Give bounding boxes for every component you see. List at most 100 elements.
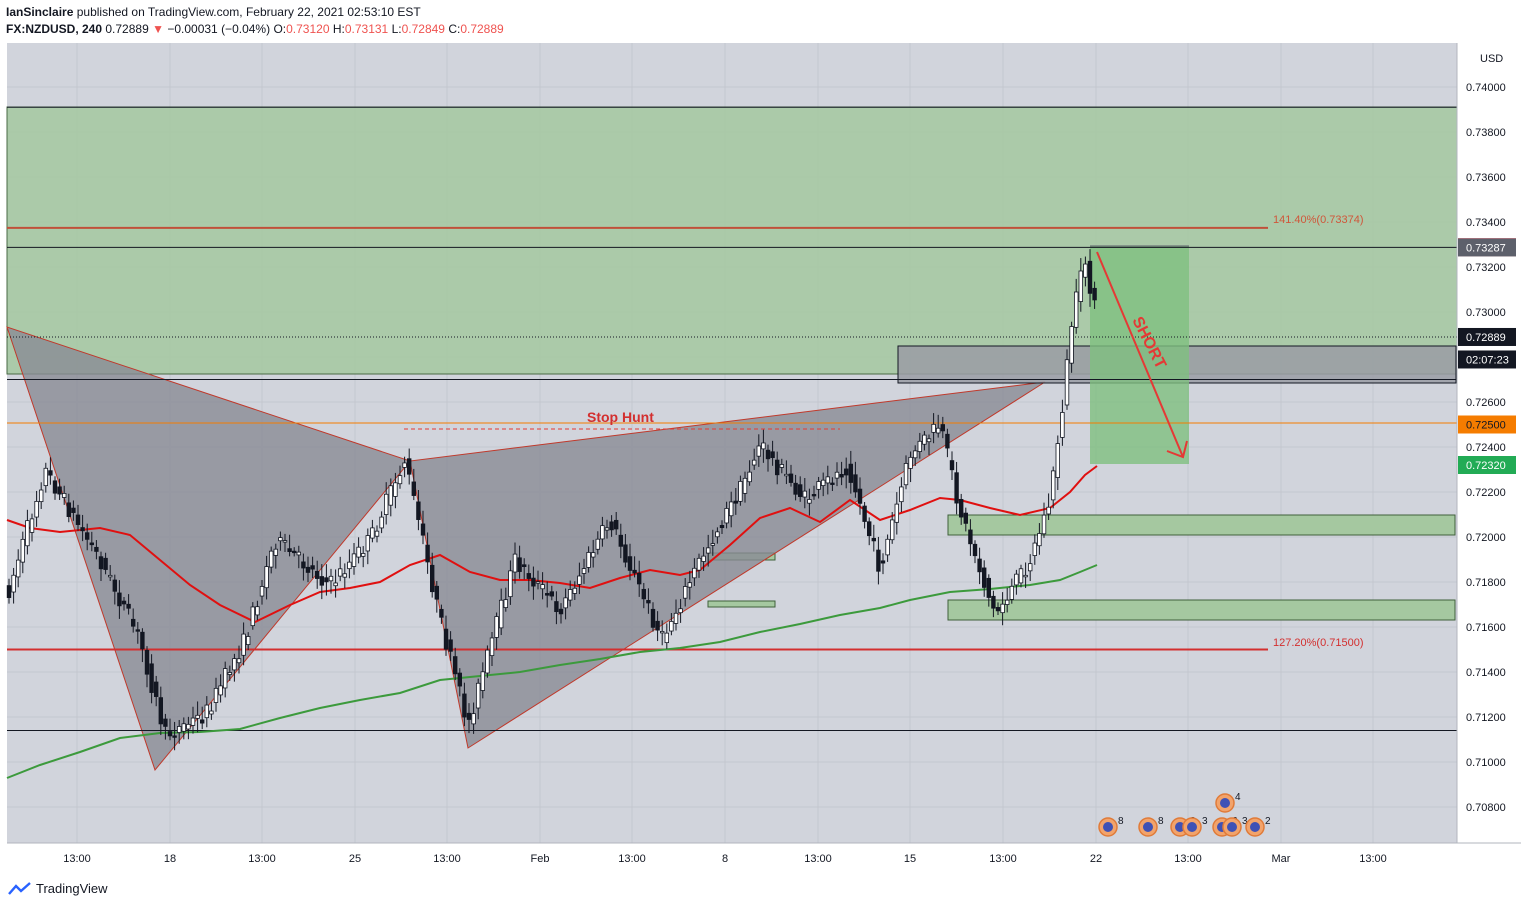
candles[interactable]: [6, 249, 1097, 751]
candle-body: [172, 735, 177, 738]
candle-body: [425, 544, 430, 563]
price-axis[interactable]: [1457, 43, 1521, 843]
author-name[interactable]: IanSinclaire: [6, 5, 74, 19]
candle-body: [402, 462, 407, 468]
candle-body: [181, 723, 186, 732]
tradingview-brand[interactable]: TradingView: [8, 881, 108, 896]
candle-body: [830, 482, 835, 485]
candle-body: [1092, 287, 1097, 301]
candle-body: [301, 561, 306, 569]
candle-body: [747, 471, 752, 483]
candle-body: [1087, 260, 1093, 294]
candle-body: [623, 544, 628, 563]
price-tick-label: 0.72200: [1466, 487, 1506, 499]
candle-body: [1069, 326, 1074, 364]
candle-body: [158, 697, 163, 725]
candle-body: [926, 438, 932, 443]
candle-body: [899, 486, 904, 503]
candle-body: [370, 527, 375, 539]
price-tick-label: 0.72400: [1466, 442, 1506, 454]
time-tick-label: 13:00: [248, 853, 276, 865]
tradingview-logo-icon: [8, 881, 31, 895]
demand-zone-lower[interactable]: [947, 599, 1456, 621]
candle-body: [1046, 506, 1051, 515]
candle-body: [89, 542, 94, 546]
candle-body: [922, 434, 927, 445]
pattern-triangle-left[interactable]: [6, 326, 411, 772]
economic-events[interactable]: 88236324: [1098, 792, 1271, 837]
candle-body: [268, 550, 274, 568]
candle-body: [6, 585, 12, 598]
low-value: 0.72849: [401, 22, 445, 36]
event-count: 3: [1202, 816, 1208, 827]
candle-body: [540, 584, 545, 590]
close-label: C:: [448, 22, 461, 36]
candle-body: [273, 548, 278, 556]
candle-body: [719, 524, 725, 529]
candle-body: [825, 476, 830, 484]
candle-body: [374, 530, 380, 537]
candle-body: [117, 592, 122, 607]
currency-label: USD: [1480, 53, 1503, 65]
small-zone-2[interactable]: [707, 600, 776, 608]
candle-body: [199, 719, 205, 724]
candle-body: [11, 574, 16, 593]
candle-body: [917, 440, 922, 452]
time-tick-label: 18: [164, 853, 176, 865]
candle-body: [738, 481, 743, 502]
candle-body: [57, 486, 62, 495]
stop-hunt-label: Stop Hunt: [587, 409, 654, 425]
candle-body: [761, 442, 766, 450]
candle-body: [121, 600, 127, 605]
candle-body: [508, 570, 513, 598]
candle-body: [586, 552, 591, 568]
candle-body: [222, 668, 228, 689]
candle-body: [310, 565, 315, 570]
candle-body: [52, 480, 58, 494]
candle-body: [650, 608, 656, 628]
candle-body: [462, 693, 467, 718]
candle-body: [1078, 270, 1083, 302]
us-flag-icon: [1227, 822, 1237, 832]
price-tick-label: 0.71600: [1466, 622, 1506, 634]
time-axis[interactable]: [7, 844, 1457, 872]
price-tick-label: 0.73000: [1466, 307, 1506, 319]
candle-body: [314, 570, 320, 579]
candle-body: [637, 572, 642, 585]
candle-body: [71, 507, 76, 513]
candle-body: [342, 573, 347, 578]
candle-body: [140, 631, 145, 650]
candle-body: [319, 576, 324, 586]
candle-body: [15, 559, 21, 578]
time-tick-label: 25: [349, 853, 361, 865]
candle-body: [1055, 443, 1060, 478]
pattern-triangle-right[interactable]: [409, 381, 1046, 749]
demand-zone-upper[interactable]: [947, 514, 1456, 536]
candle-body: [632, 569, 637, 574]
candle-body: [429, 564, 435, 593]
candle-body: [604, 527, 610, 531]
candle-body: [328, 575, 334, 582]
candle-body: [443, 628, 449, 650]
candle-body: [494, 616, 499, 638]
candle-body: [434, 585, 439, 600]
candle-body: [236, 658, 242, 664]
supply-zone[interactable]: [6, 106, 1458, 375]
candle-body: [857, 488, 863, 504]
candle-body: [931, 423, 936, 433]
symbol-name[interactable]: FX:NZDUSD, 240: [6, 22, 103, 36]
candle-body: [779, 464, 784, 468]
candle-body: [379, 516, 384, 529]
candle-body: [1074, 291, 1079, 328]
event-count: 8: [1118, 816, 1124, 827]
event-count: 2: [1265, 816, 1271, 827]
axis-price-label: [1458, 456, 1516, 474]
candle-body: [1051, 470, 1056, 501]
candle-body: [457, 672, 462, 687]
candle-body: [696, 557, 702, 571]
candle-body: [305, 566, 311, 573]
candle-body: [1064, 359, 1070, 406]
time-tick-label: 13:00: [63, 853, 91, 865]
us-flag-icon: [1187, 822, 1197, 832]
